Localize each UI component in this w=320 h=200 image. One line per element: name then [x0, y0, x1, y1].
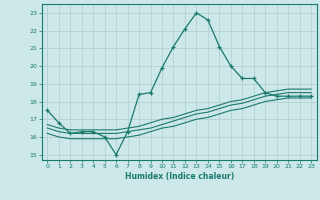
- X-axis label: Humidex (Indice chaleur): Humidex (Indice chaleur): [124, 172, 234, 181]
